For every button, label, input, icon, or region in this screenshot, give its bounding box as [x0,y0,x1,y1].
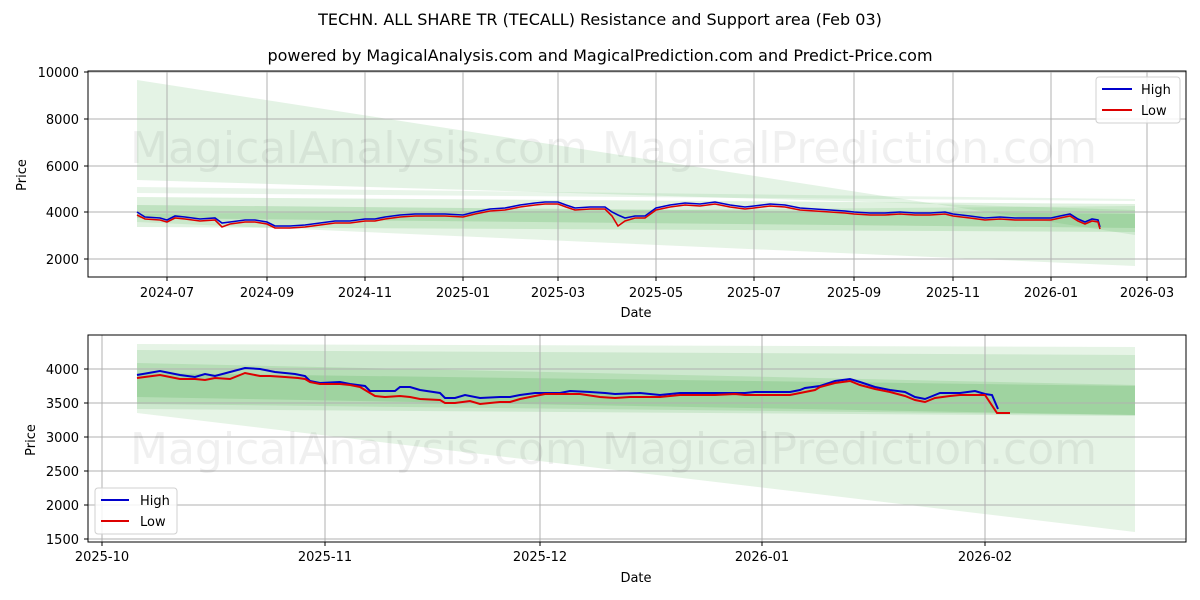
bottom-ytick: 1500 [46,533,79,548]
bottom-axes-frame [87,334,1187,543]
top-xtick: 2025-07 [727,286,781,301]
bottom-y-axis-label: Price [24,424,39,456]
top-ytick: 2000 [46,253,79,268]
top-xtick: 2025-05 [629,286,683,301]
bottom-x-axis-label: Date [620,571,651,586]
bottom-y-axis: 4000 3500 3000 2500 2000 1500 Price [24,363,88,548]
bottom-xtick: 2026-02 [958,550,1012,565]
chart-subtitle: powered by MagicalAnalysis.com and Magic… [267,46,933,65]
bottom-legend: High Low [94,487,178,535]
top-axes-frame [87,70,1187,278]
legend-low-label: Low [1141,104,1167,119]
bottom-low-line [136,371,1010,414]
top-y-axis-label: Price [15,159,30,191]
top-xtick: 2025-01 [436,286,490,301]
top-y-axis: 10000 8000 6000 4000 2000 Price [15,66,88,268]
bottom-ytick: 3000 [46,431,79,446]
top-band-mid-upper [137,187,1135,201]
legend-low-label: Low [140,515,166,530]
watermark-analysis: MagicalAnalysis.com [130,123,588,174]
watermark-analysis: MagicalAnalysis.com [130,424,588,475]
top-ytick: 4000 [46,206,79,221]
bottom-band-light [137,350,1135,416]
top-ytick: 10000 [38,66,79,81]
bottom-grid [88,335,1186,542]
top-ytick: 8000 [46,113,79,128]
top-legend: High Low [1095,76,1181,124]
top-xtick: 2025-03 [531,286,585,301]
top-xtick: 2024-07 [140,286,194,301]
top-high-line [136,201,1101,228]
bottom-ytick: 2000 [46,499,79,514]
top-xtick: 2024-11 [338,286,392,301]
top-xtick: 2026-03 [1120,286,1174,301]
legend-high-label: High [1141,83,1171,98]
top-band-resistance [137,197,1135,232]
top-xtick: 2026-01 [1024,286,1078,301]
bottom-band-mid [137,363,1135,415]
legend-high-label: High [140,494,170,509]
watermark-prediction: MagicalPrediction.com [602,123,1097,174]
bottom-xtick: 2025-10 [75,550,129,565]
watermark-prediction: MagicalPrediction.com [602,424,1097,475]
top-band-lower-cone [137,206,1135,266]
bottom-xtick: 2026-01 [735,550,789,565]
bottom-xtick: 2025-11 [298,550,352,565]
bottom-ytick: 3500 [46,397,79,412]
bottom-panel: MagicalAnalysis.com MagicalPrediction.co… [24,334,1187,586]
bottom-ytick: 2500 [46,465,79,480]
top-xtick: 2025-09 [827,286,881,301]
top-xtick: 2024-09 [240,286,294,301]
top-low-line [136,203,1101,230]
bottom-ytick: 4000 [46,363,79,378]
top-xtick: 2025-11 [926,286,980,301]
chart-title: TECHN. ALL SHARE TR (TECALL) Resistance … [318,10,882,29]
top-x-axis: 2024-07 2024-09 2024-11 2025-01 2025-03 … [140,277,1174,321]
top-x-axis-label: Date [620,306,651,321]
bottom-x-axis: 2025-10 2025-11 2025-12 2026-01 2026-02 … [75,542,1012,586]
top-panel: MagicalAnalysis.com MagicalPrediction.co… [15,66,1187,321]
bottom-xtick: 2025-12 [513,550,567,565]
top-ytick: 6000 [46,160,79,175]
